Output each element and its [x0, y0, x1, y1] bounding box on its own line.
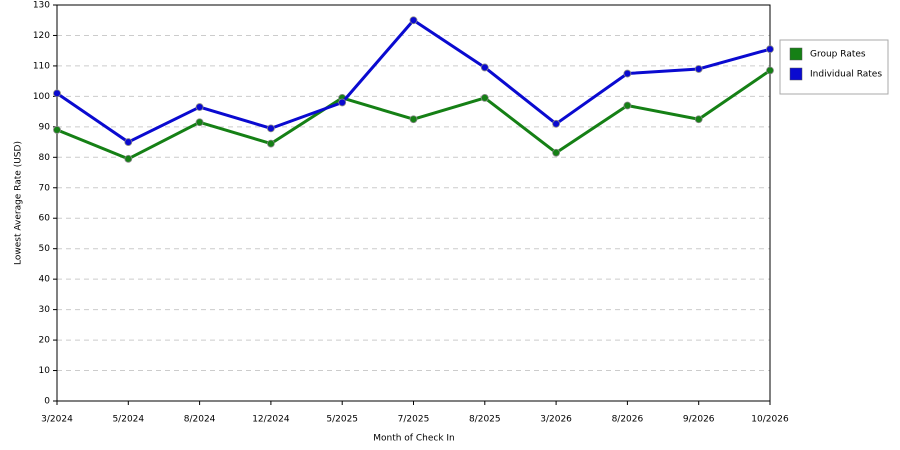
y-tick-label: 130 — [33, 1, 50, 11]
data-point — [195, 103, 204, 111]
y-tick-label: 110 — [33, 61, 50, 71]
y-tick-label: 80 — [39, 153, 51, 163]
x-tick-label: 10/2026 — [751, 415, 789, 425]
data-point — [53, 125, 61, 134]
x-tick-label: 8/2025 — [469, 415, 501, 425]
data-point — [623, 101, 632, 110]
y-tick-label: 20 — [39, 336, 51, 346]
x-tick-label: 3/2024 — [41, 415, 73, 425]
y-tick-label: 50 — [39, 244, 51, 254]
plot-frame — [56, 4, 771, 402]
data-point — [338, 98, 347, 107]
series-line — [56, 69, 771, 161]
x-axis-label: Month of Check In — [373, 434, 455, 444]
data-point — [124, 138, 133, 146]
data-point — [552, 119, 560, 128]
legend-swatch — [789, 67, 803, 81]
x-tick-label: 5/2025 — [326, 415, 358, 425]
y-tick-label: 70 — [39, 183, 51, 193]
y-tick-label: 120 — [33, 31, 50, 41]
data-point — [266, 139, 275, 148]
legend-swatch — [789, 47, 803, 61]
data-point — [480, 94, 489, 102]
y-axis-label: Lowest Average Rate (USD) — [14, 141, 24, 265]
data-point — [195, 118, 204, 127]
data-point — [409, 16, 418, 25]
series-line — [56, 18, 771, 144]
data-point — [266, 124, 275, 133]
legend-label: Group Rates — [810, 50, 866, 60]
x-tick-label: 7/2025 — [398, 415, 430, 425]
y-tick-label: 90 — [39, 122, 51, 132]
data-point — [623, 69, 632, 78]
data-point — [552, 148, 560, 157]
data-point — [766, 66, 774, 75]
data-point — [766, 45, 774, 54]
y-tick-label: 60 — [39, 214, 51, 224]
x-tick-label: 8/2026 — [612, 415, 644, 425]
data-point — [694, 65, 703, 73]
data-point — [480, 63, 489, 72]
data-point — [409, 115, 418, 124]
x-tick-label: 12/2024 — [252, 415, 290, 425]
data-point — [124, 154, 133, 163]
y-tick-label: 10 — [39, 366, 51, 376]
legend-label: Individual Rates — [810, 70, 882, 80]
x-tick-label: 5/2024 — [112, 415, 144, 425]
y-tick-label: 0 — [44, 397, 50, 407]
data-point — [694, 115, 703, 124]
y-tick-label: 30 — [39, 305, 51, 315]
y-tick-label: 40 — [39, 275, 51, 285]
data-point — [53, 89, 61, 98]
y-tick-label: 100 — [33, 92, 50, 102]
x-tick-label: 9/2026 — [683, 415, 715, 425]
x-tick-label: 8/2024 — [184, 415, 216, 425]
x-tick-label: 3/2026 — [540, 415, 572, 425]
